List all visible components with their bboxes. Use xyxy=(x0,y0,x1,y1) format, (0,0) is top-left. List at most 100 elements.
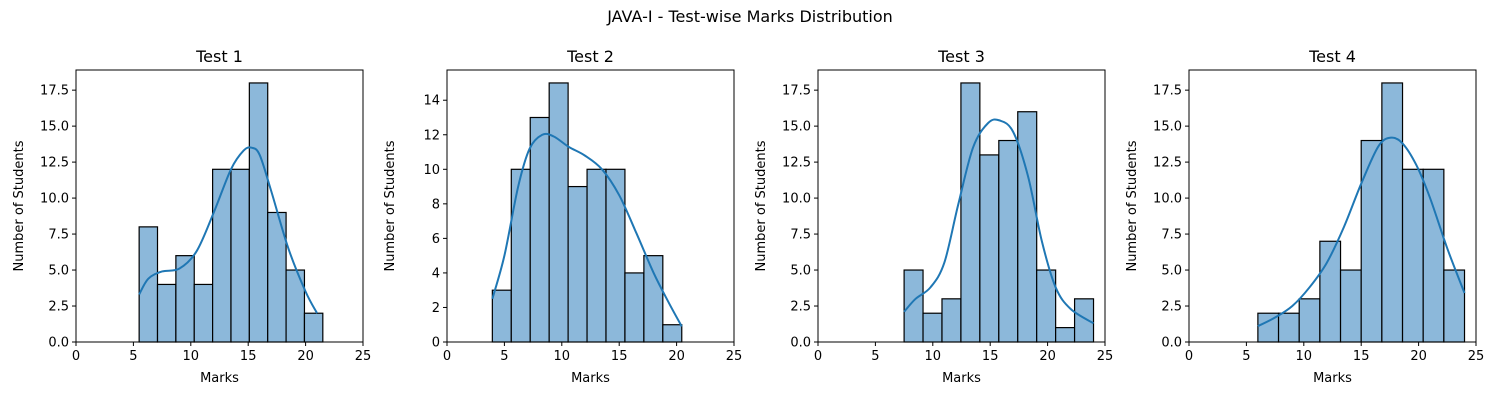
chart-panel-1: 0 5 10 15 20 25 0.0 2.5 5.0 7.5 10.0 12.5 15.0 17.5 Te… xyxy=(12,47,371,386)
x-tick-label: 5 xyxy=(1242,349,1250,364)
histogram-bar xyxy=(1277,312,1300,343)
x-tick-label: 20 xyxy=(1039,349,1056,364)
histogram-bar xyxy=(605,168,626,343)
y-tick-label: 12 xyxy=(423,128,440,143)
histogram-bar xyxy=(903,269,924,343)
histogram-bar xyxy=(156,283,177,343)
y-tick-label: 15.0 xyxy=(1153,120,1182,135)
histogram-bar xyxy=(491,289,512,343)
x-tick-label: 10 xyxy=(925,349,942,364)
kde-curve xyxy=(138,146,318,314)
y-tick-label: 0.0 xyxy=(48,336,69,351)
y-tick-label: 7.5 xyxy=(1161,228,1182,243)
x-tick-label: 20 xyxy=(1410,349,1427,364)
y-tick-label: 0 xyxy=(432,336,440,351)
histogram-bar xyxy=(529,116,550,343)
y-axis-label: Number of Students xyxy=(1125,140,1140,271)
x-tick-label: 0 xyxy=(72,349,80,364)
x-tick-label: 15 xyxy=(611,349,628,364)
plot-frame xyxy=(817,69,1106,343)
y-tick-label: 2.5 xyxy=(1161,300,1182,315)
x-tick-label: 0 xyxy=(814,349,822,364)
y-tick-label: 15.0 xyxy=(782,120,811,135)
x-tick-label: 10 xyxy=(1296,349,1313,364)
histogram-bar xyxy=(1298,298,1321,343)
plot-frame xyxy=(1188,69,1477,343)
y-tick-label: 12.5 xyxy=(782,156,811,171)
histogram-bar xyxy=(303,312,324,343)
chart-panel-3: 0 5 10 15 20 25 0.0 2.5 5.0 7.5 10.0 12.5 15.0 17.5 Te… xyxy=(754,47,1113,386)
y-axis-label: Number of Students xyxy=(754,140,769,271)
y-tick-label: 5.0 xyxy=(790,264,811,279)
y-tick-label: 17.5 xyxy=(1153,84,1182,99)
histogram-bar xyxy=(662,324,683,343)
y-tick-label: 2.5 xyxy=(790,300,811,315)
figure-title: JAVA-I - Test-wise Marks Distribution xyxy=(606,7,893,26)
y-tick-label: 17.5 xyxy=(782,84,811,99)
panel-title: Test 3 xyxy=(937,47,985,66)
y-tick-label: 8 xyxy=(432,197,440,212)
x-tick-label: 15 xyxy=(982,349,999,364)
x-tick-label: 20 xyxy=(297,349,314,364)
y-tick-label: 2.5 xyxy=(48,300,69,315)
kde-curve xyxy=(1257,136,1466,328)
x-tick-label: 5 xyxy=(129,349,137,364)
y-tick-label: 10.0 xyxy=(782,192,811,207)
x-tick-label: 15 xyxy=(1353,349,1370,364)
kde-curve xyxy=(491,132,683,327)
y-tick-label: 4 xyxy=(432,266,440,281)
y-tick-label: 10 xyxy=(423,163,440,178)
x-tick-label: 0 xyxy=(1185,349,1193,364)
x-tick-label: 25 xyxy=(1097,349,1114,364)
x-tick-label: 5 xyxy=(871,349,879,364)
histogram-bar xyxy=(1381,82,1404,343)
panel-title: Test 1 xyxy=(195,47,243,66)
histogram-bar xyxy=(510,168,531,343)
y-tick-label: 2 xyxy=(432,301,440,316)
histogram-bar xyxy=(960,82,981,343)
histogram-bar xyxy=(941,298,962,343)
y-tick-label: 10.0 xyxy=(40,192,69,207)
histogram-bar xyxy=(1017,111,1038,343)
x-tick-label: 20 xyxy=(668,349,685,364)
x-tick-label: 5 xyxy=(500,349,508,364)
y-tick-label: 17.5 xyxy=(40,84,69,99)
y-tick-label: 6 xyxy=(432,232,440,247)
histogram-bar xyxy=(1055,327,1076,343)
histogram-bar xyxy=(567,185,588,343)
histogram-bar xyxy=(248,82,269,343)
y-tick-label: 7.5 xyxy=(790,228,811,243)
x-tick-label: 15 xyxy=(240,349,257,364)
y-tick-label: 15.0 xyxy=(40,120,69,135)
histogram-bar xyxy=(1422,168,1445,343)
histogram-bar xyxy=(643,255,664,343)
histogram-bar xyxy=(979,154,1000,343)
histogram-bar xyxy=(212,168,232,343)
x-axis-label: Marks xyxy=(1313,371,1352,386)
y-tick-label: 5.0 xyxy=(1161,264,1182,279)
y-tick-label: 5.0 xyxy=(48,264,69,279)
x-tick-label: 10 xyxy=(554,349,571,364)
y-tick-label: 12.5 xyxy=(1153,156,1182,171)
y-axis-label: Number of Students xyxy=(383,140,398,271)
y-tick-label: 10.0 xyxy=(1153,192,1182,207)
histogram-bar xyxy=(193,283,214,343)
histogram-bar xyxy=(138,226,159,343)
x-axis-label: Marks xyxy=(942,371,981,386)
histogram-bar xyxy=(624,272,645,343)
plot-frame xyxy=(446,69,735,343)
histogram-bar xyxy=(1360,139,1383,343)
plot-frame xyxy=(75,69,364,343)
x-tick-label: 25 xyxy=(1468,349,1485,364)
panel-title: Test 2 xyxy=(566,47,614,66)
x-tick-label: 0 xyxy=(443,349,451,364)
chart-panel-2: 0 5 10 15 20 25 0 2 4 6 8 10 12 14 Test 2 Marks Number o… xyxy=(383,47,742,386)
histogram-bar xyxy=(548,82,569,343)
x-tick-label: 25 xyxy=(355,349,372,364)
histogram-bar xyxy=(586,168,607,343)
histogram-bar xyxy=(922,312,943,343)
panel-title: Test 4 xyxy=(1308,47,1356,66)
kde-curve xyxy=(903,118,1095,325)
y-axis-label: Number of Students xyxy=(12,140,27,271)
